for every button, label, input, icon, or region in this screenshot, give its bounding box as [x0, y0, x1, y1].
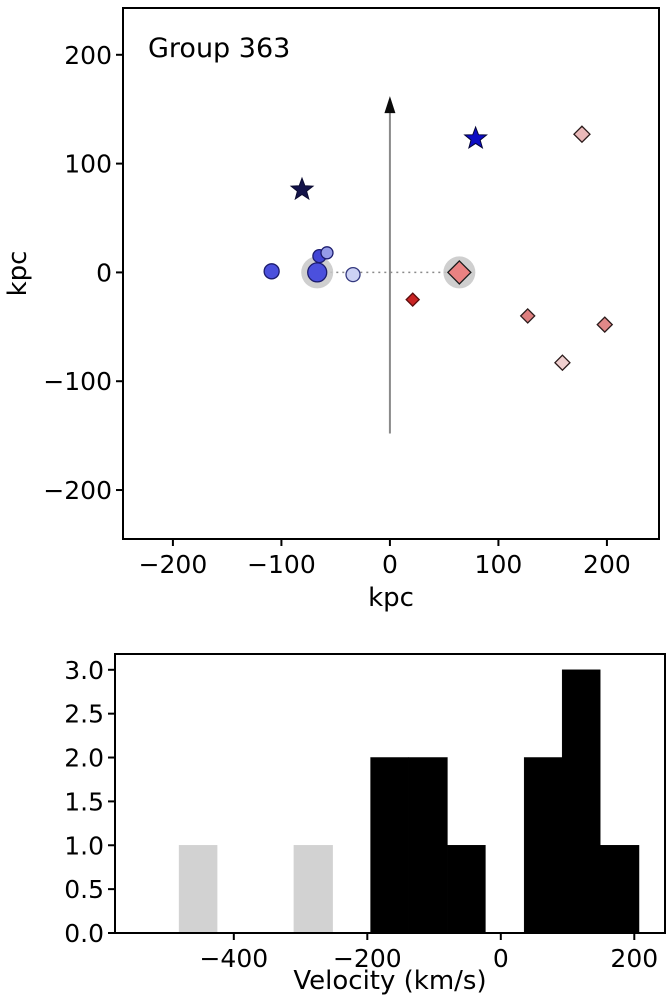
histogram-bar	[408, 757, 448, 934]
y-axis: 200 100 0 −100 −200	[43, 41, 123, 505]
histogram-bar	[447, 845, 486, 934]
galaxy-point-diamond	[554, 354, 571, 372]
histogram-bar	[600, 845, 640, 934]
galaxy-point-diamond	[573, 125, 591, 144]
y-tick-label: 2.0	[64, 744, 104, 773]
galaxy-point-star	[463, 125, 488, 150]
histogram-bar	[178, 845, 218, 934]
y-tick-label: 2.5	[64, 700, 104, 729]
y-tick-label: 100	[64, 150, 112, 179]
histogram-bars	[178, 669, 640, 934]
x-tick-label: −400	[199, 944, 268, 973]
y-tick-label: 1.5	[64, 787, 104, 816]
y-tick-label: 0	[96, 258, 112, 287]
galaxy-point-diamond	[446, 259, 472, 285]
scatter-points	[263, 125, 614, 372]
axes-spines	[114, 653, 666, 934]
galaxy-point-circle	[345, 266, 361, 283]
y-tick-label: 1.0	[64, 831, 104, 860]
x-tick-label: 200	[610, 944, 658, 973]
y-tick-label: 3.0	[64, 656, 104, 685]
galaxy-point-diamond	[519, 308, 536, 324]
x-tick-label: 0	[493, 944, 509, 973]
plot-title: Group 363	[148, 33, 290, 64]
x-axis-label: kpc	[368, 583, 414, 613]
y-tick-label: 200	[64, 41, 112, 70]
galaxy-point-star	[289, 176, 315, 201]
y-axis: 3.0 2.5 2.0 1.5 1.0 0.5 0.0	[64, 656, 115, 948]
x-axis-label: Velocity (km/s)	[293, 966, 486, 996]
galaxy-point-circle	[263, 263, 280, 280]
y-tick-label: −200	[43, 476, 112, 505]
y-axis-label: kpc	[3, 251, 33, 297]
north-arrow-head-icon	[384, 96, 396, 114]
histogram-bar	[523, 757, 563, 934]
histogram-bar	[561, 669, 601, 934]
position-scatter-panel: −200 −100 0 100 200 200 100 0 −100 −200 kpc kpc Grou…	[3, 7, 660, 613]
x-tick-label: 200	[583, 550, 631, 579]
velocity-histogram-panel: −400 −200 0 200 3.0 2.5 2.0 1.5 1.0 0.5 0.0 Velocit…	[64, 653, 666, 996]
axes-spines	[122, 7, 660, 540]
galaxy-point-diamond	[596, 316, 614, 334]
y-tick-label: 0.5	[64, 875, 104, 904]
galaxy-point-circle	[307, 262, 328, 283]
y-tick-label: 0.0	[64, 919, 104, 948]
histogram-bar	[293, 845, 333, 934]
galaxy-point-diamond	[405, 292, 421, 308]
y-tick-label: −100	[43, 367, 112, 396]
x-axis: −400 −200 0 200	[199, 933, 658, 973]
x-tick-label: −100	[247, 550, 316, 579]
x-tick-label: −200	[139, 550, 208, 579]
galaxy-point-circle	[320, 246, 334, 260]
x-tick-label: −200	[333, 944, 402, 973]
histogram-bar	[370, 757, 409, 934]
x-tick-label: 100	[475, 550, 523, 579]
x-tick-label: 0	[382, 550, 398, 579]
x-axis: −200 −100 0 100 200	[139, 539, 631, 579]
